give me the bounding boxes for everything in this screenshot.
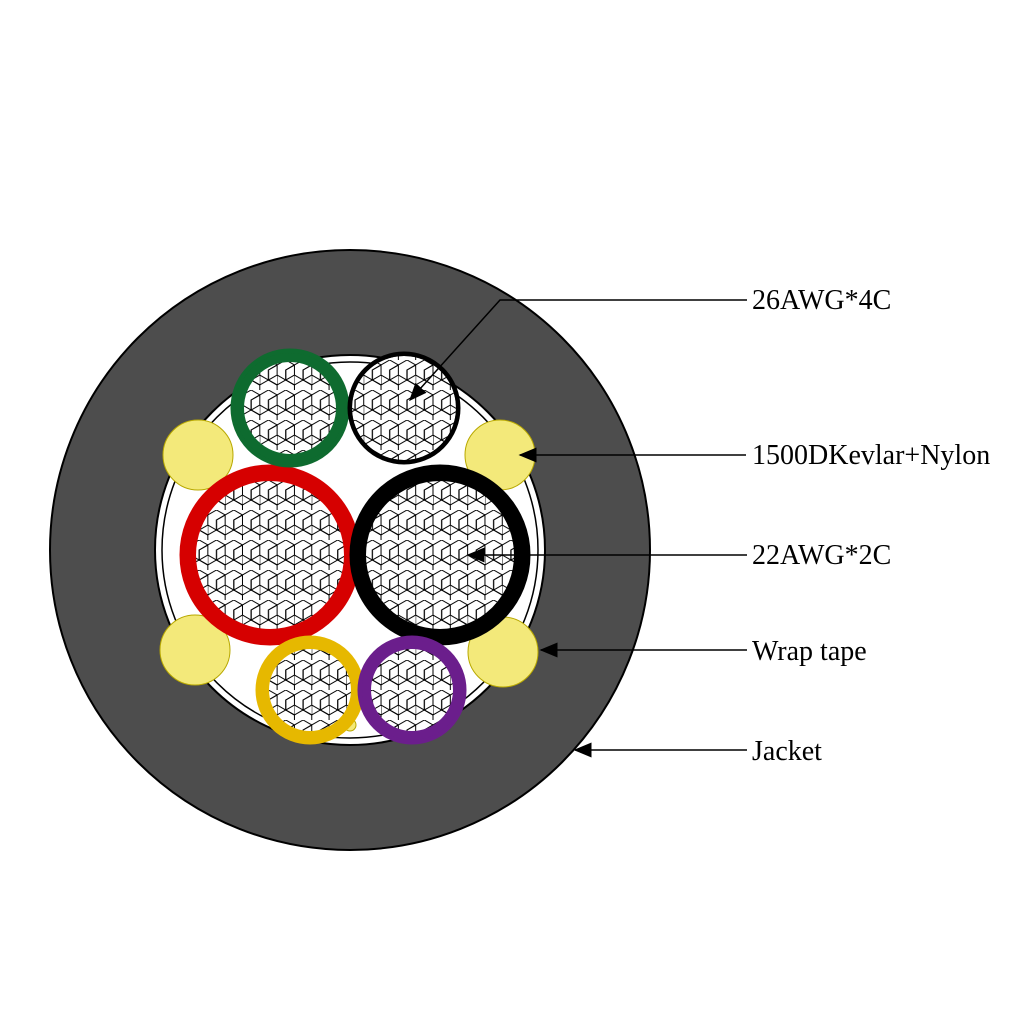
label-kevlar: 1500DKevlar+Nylon — [752, 440, 990, 472]
label-wrap-tape: Wrap tape — [752, 636, 867, 668]
label-22awg: 22AWG*2C — [752, 540, 891, 572]
label-26awg: 26AWG*4C — [752, 285, 891, 317]
cable-cross-section-diagram — [0, 0, 1024, 1024]
label-jacket: Jacket — [752, 736, 822, 768]
